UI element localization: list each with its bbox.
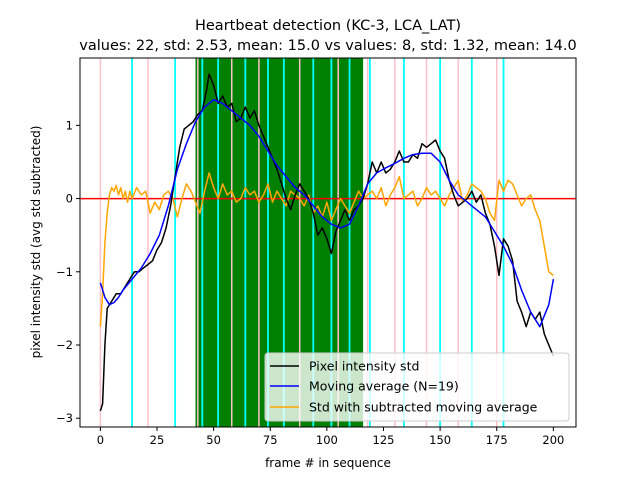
legend-label-pixel-std: Pixel intensity std: [309, 359, 419, 374]
plot-frame: [79, 57, 577, 428]
y-tick-label: 0: [66, 192, 73, 206]
y-tick-label: 1: [66, 118, 73, 132]
legend-box: [264, 352, 570, 422]
x-tick-label: 150: [429, 433, 451, 447]
x-tick-label: 175: [486, 433, 508, 447]
legend-label-subtracted-std: Std with subtracted moving average: [309, 400, 538, 415]
legend: Pixel intensity std Moving average (N=19…: [264, 352, 570, 422]
chart-subtitle: values: 22, std: 2.53, mean: 15.0 vs val…: [79, 38, 576, 54]
x-tick-label: 0: [97, 433, 104, 447]
x-tick-label: 25: [150, 433, 165, 447]
data-series: [99, 73, 555, 412]
y-axis-ticks: −3 −2 −1 0 1: [56, 118, 80, 425]
x-axis-ticks: 0 25 50 75 100 125 150 175 200: [97, 427, 564, 447]
y-axis-label: pixel intensity std (avg std subtracted): [29, 126, 43, 359]
y-tick-label: −3: [56, 411, 73, 425]
x-tick-label: 125: [373, 433, 395, 447]
chart-title: Heartbeat detection (KC-3, LCA_LAT): [195, 18, 461, 34]
legend-label-moving-average: Moving average (N=19): [309, 379, 459, 394]
y-tick-label: −1: [56, 265, 73, 279]
x-tick-label: 50: [206, 433, 221, 447]
x-axis-label: frame # in sequence: [265, 456, 391, 470]
moving-average-line: [99, 98, 555, 328]
y-tick-label: −2: [56, 338, 73, 352]
pixel-std-line: [99, 73, 555, 412]
x-tick-label: 100: [316, 433, 338, 447]
x-tick-label: 75: [263, 433, 278, 447]
x-tick-label: 200: [542, 433, 564, 447]
